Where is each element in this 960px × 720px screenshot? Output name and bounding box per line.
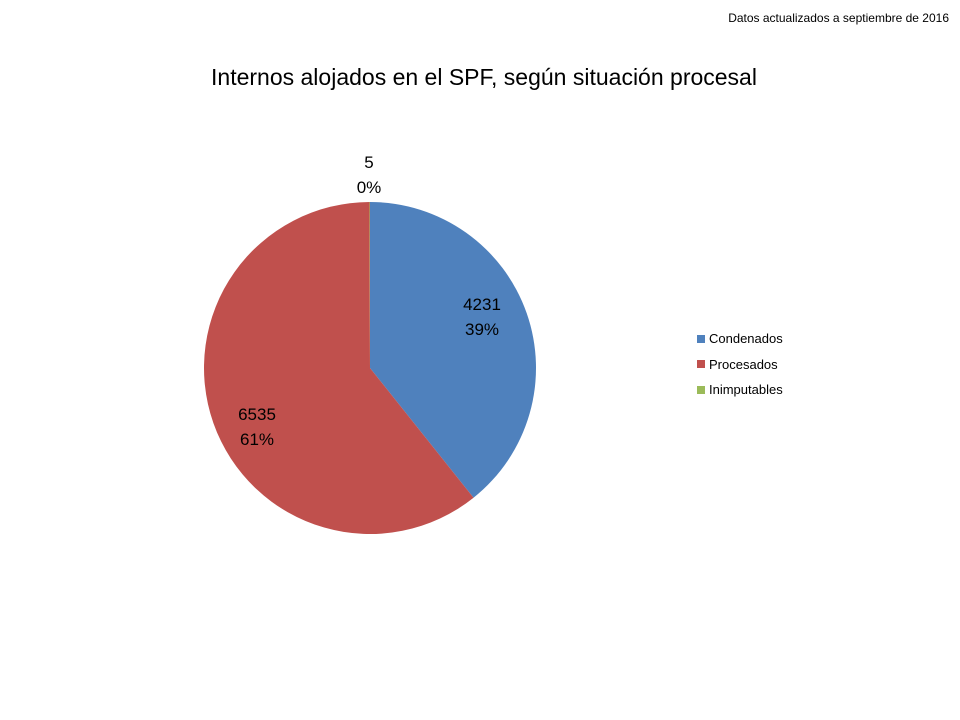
legend-label: Condenados: [709, 331, 783, 347]
legend-item-condenados: Condenados: [697, 326, 783, 352]
slice-percent-label-inimputables: 0%: [357, 178, 382, 197]
legend-label: Procesados: [709, 356, 778, 372]
legend-label: Inimputables: [709, 382, 783, 398]
pie-slice-procesados: [204, 202, 474, 534]
pie-slice-condenados: [370, 202, 536, 498]
slice-value-label-procesados: 6535: [238, 405, 276, 424]
slice-value-label-condenados: 4231: [463, 295, 501, 314]
legend-item-procesados: Procesados: [697, 352, 783, 378]
slice-percent-label-condenados: 39%: [465, 320, 499, 339]
slice-percent-label-procesados: 61%: [240, 430, 274, 449]
slice-value-label-inimputables: 5: [364, 153, 373, 172]
legend: Condenados Procesados Inimputables: [697, 326, 783, 403]
update-note: Datos actualizados a septiembre de 2016: [728, 11, 949, 25]
legend-swatch: [697, 334, 705, 343]
chart-title: Internos alojados en el SPF, según situa…: [211, 64, 757, 90]
legend-swatch: [697, 385, 705, 394]
legend-item-inimputables: Inimputables: [697, 377, 783, 403]
legend-swatch: [697, 360, 705, 369]
